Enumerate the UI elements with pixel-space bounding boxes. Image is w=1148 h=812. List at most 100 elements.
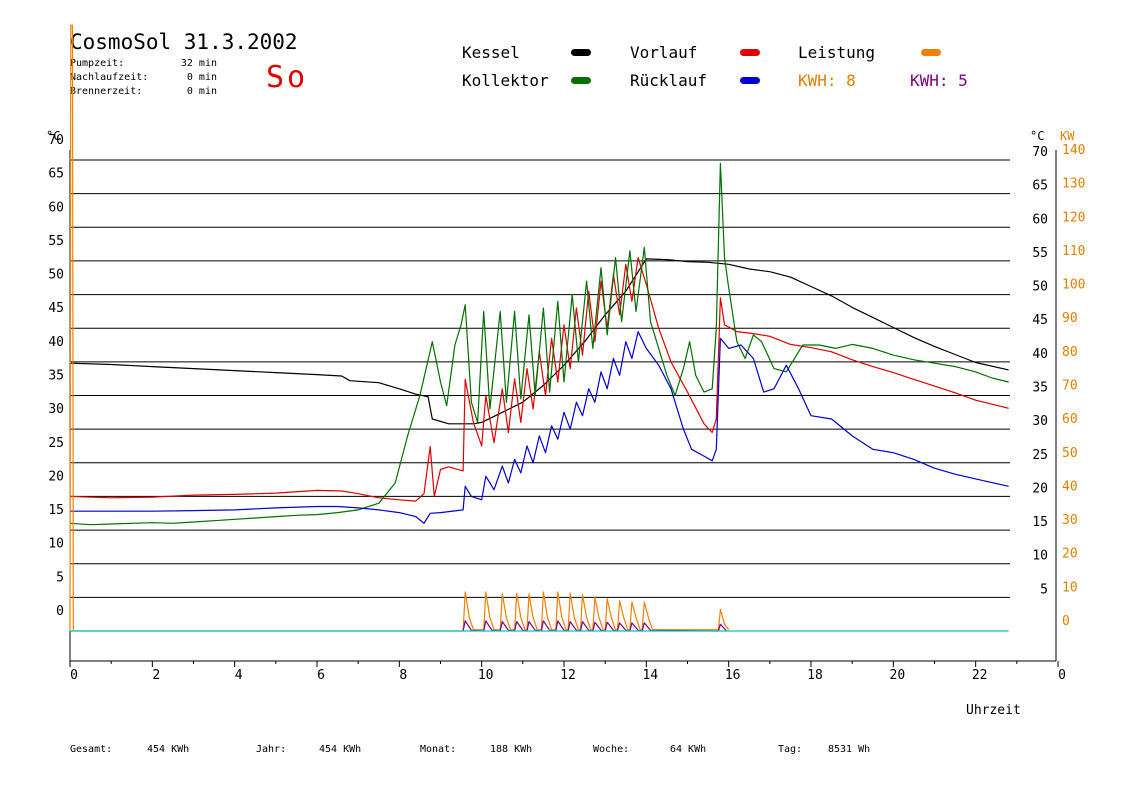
total-jahr-label: Jahr: bbox=[256, 744, 287, 755]
y-tick-label-left: 50 bbox=[48, 268, 64, 283]
y-axis-label-kw: KW bbox=[1060, 129, 1075, 143]
x-tick-label: 12 bbox=[560, 668, 576, 683]
y-tick-label-kw: 60 bbox=[1062, 412, 1078, 427]
y-tick-label-kw: 110 bbox=[1062, 244, 1085, 259]
legend-vorlauf-swatch bbox=[740, 49, 760, 56]
y-tick-label-left: 25 bbox=[48, 436, 64, 451]
y-tick-label-left: 10 bbox=[48, 537, 64, 552]
legend-leistung-swatch bbox=[921, 49, 941, 56]
y-tick-label-kw: 20 bbox=[1062, 547, 1078, 562]
y-tick-label-kw: 70 bbox=[1062, 379, 1078, 394]
x-tick-label: 0 bbox=[70, 668, 78, 683]
x-tick-label: 2 bbox=[152, 668, 160, 683]
x-tick-label: 22 bbox=[972, 668, 988, 683]
total-tag-label: Tag: bbox=[778, 744, 803, 755]
y-tick-label-kw: 140 bbox=[1062, 143, 1085, 158]
y-tick-label-right: 25 bbox=[1032, 448, 1048, 463]
brennerzeit-value: 0 min bbox=[186, 86, 217, 97]
total-woche-label: Woche: bbox=[593, 744, 630, 755]
y-tick-label-left: 70 bbox=[48, 133, 64, 148]
x-tick-label: 8 bbox=[399, 668, 407, 683]
y-tick-label-right: 35 bbox=[1032, 381, 1048, 396]
x-tick-label: 14 bbox=[643, 668, 659, 683]
y-tick-label-kw: 0 bbox=[1062, 614, 1070, 629]
x-tick-label: 16 bbox=[725, 668, 741, 683]
y-tick-label-right: 50 bbox=[1032, 280, 1048, 295]
grid-lines bbox=[70, 159, 1010, 598]
legend-vorlauf: Vorlauf bbox=[630, 43, 698, 62]
series-leistung-2 bbox=[462, 620, 728, 632]
legend-kollektor: Kollektor bbox=[462, 71, 549, 90]
legend-kollektor-swatch bbox=[571, 77, 591, 84]
nachlaufzeit-label: Nachlaufzeit: bbox=[70, 72, 149, 83]
legend-ruecklauf-swatch bbox=[740, 77, 760, 84]
y-tick-label-kw: 90 bbox=[1062, 311, 1078, 326]
weekday-label: So bbox=[266, 60, 309, 95]
total-gesamt-value: 454 KWh bbox=[147, 744, 190, 755]
y-tick-label-right: 15 bbox=[1032, 515, 1048, 530]
y-tick-label-left: 15 bbox=[48, 503, 64, 518]
series-kollektor bbox=[69, 162, 1009, 526]
pumpzeit-label: Pumpzeit: bbox=[70, 58, 125, 69]
page-title: CosmoSol 31.3.2002 bbox=[70, 30, 298, 54]
y-tick-label-kw: 130 bbox=[1062, 177, 1085, 192]
y-tick-label-right: 30 bbox=[1032, 414, 1048, 429]
x-tick-label: 20 bbox=[890, 668, 906, 683]
y-tick-label-kw: 120 bbox=[1062, 210, 1085, 225]
y-tick-label-right: 5 bbox=[1040, 582, 1048, 597]
y-tick-label-left: 45 bbox=[48, 301, 64, 316]
legend-leistung: Leistung bbox=[798, 43, 876, 62]
chart-ticks: 0510152025303540455055606570510152025303… bbox=[48, 133, 1085, 683]
y-tick-label-right: 60 bbox=[1032, 212, 1048, 227]
brennerzeit-label: Brennerzeit: bbox=[70, 86, 143, 97]
total-jahr-value: 454 KWh bbox=[319, 744, 362, 755]
nachlaufzeit-value: 0 min bbox=[186, 72, 217, 83]
y-tick-label-left: 20 bbox=[48, 469, 64, 484]
y-tick-label-kw: 30 bbox=[1062, 513, 1078, 528]
total-gesamt-label: Gesamt: bbox=[70, 744, 113, 755]
x-tick-label: 4 bbox=[235, 668, 243, 683]
legend-kessel-swatch bbox=[571, 49, 591, 56]
x-tick-label: 6 bbox=[317, 668, 325, 683]
y-tick-label-left: 65 bbox=[48, 167, 64, 182]
legend-kessel: Kessel bbox=[462, 43, 520, 62]
series-leistung bbox=[69, 24, 730, 632]
series-vorlauf bbox=[69, 257, 1009, 502]
y-axis-label-left: °C bbox=[46, 129, 60, 143]
total-woche-value: 64 KWh bbox=[670, 744, 707, 755]
series-kessel bbox=[69, 258, 1009, 425]
legend-kwh-1: KWH: 8 bbox=[798, 71, 856, 90]
y-tick-label-left: 35 bbox=[48, 369, 64, 384]
y-tick-label-kw: 40 bbox=[1062, 479, 1078, 494]
y-tick-label-right: 10 bbox=[1032, 549, 1048, 564]
y-tick-label-right: 45 bbox=[1032, 313, 1048, 328]
y-tick-label-right: 55 bbox=[1032, 246, 1048, 261]
legend-ruecklauf: Rücklauf bbox=[630, 71, 708, 90]
y-tick-label-left: 60 bbox=[48, 200, 64, 215]
y-tick-label-kw: 10 bbox=[1062, 580, 1078, 595]
y-tick-label-right: 20 bbox=[1032, 481, 1048, 496]
total-tag-value: 8531 Wh bbox=[828, 744, 871, 755]
y-tick-label-left: 5 bbox=[56, 570, 64, 585]
series-r-cklauf bbox=[70, 331, 1009, 524]
x-tick-label: 0 bbox=[1058, 668, 1066, 683]
x-tick-label: 10 bbox=[478, 668, 494, 683]
pumpzeit-value: 32 min bbox=[180, 58, 217, 69]
y-tick-label-right: 40 bbox=[1032, 347, 1048, 362]
y-axis-label-right: °C bbox=[1030, 129, 1044, 143]
y-tick-label-left: 40 bbox=[48, 335, 64, 350]
y-tick-label-right: 65 bbox=[1032, 179, 1048, 194]
y-tick-label-kw: 50 bbox=[1062, 446, 1078, 461]
y-tick-label-right: 70 bbox=[1032, 145, 1048, 160]
y-tick-label-left: 0 bbox=[56, 604, 64, 619]
y-tick-label-kw: 100 bbox=[1062, 278, 1085, 293]
chart-axes bbox=[69, 150, 1057, 662]
y-tick-label-left: 55 bbox=[48, 234, 64, 249]
x-tick-label: 18 bbox=[807, 668, 823, 683]
total-monat-label: Monat: bbox=[420, 744, 457, 755]
total-monat-value: 188 KWh bbox=[490, 744, 533, 755]
y-tick-label-left: 30 bbox=[48, 402, 64, 417]
x-axis-label: Uhrzeit bbox=[966, 703, 1021, 718]
legend-kwh-2: KWH: 5 bbox=[910, 71, 968, 90]
